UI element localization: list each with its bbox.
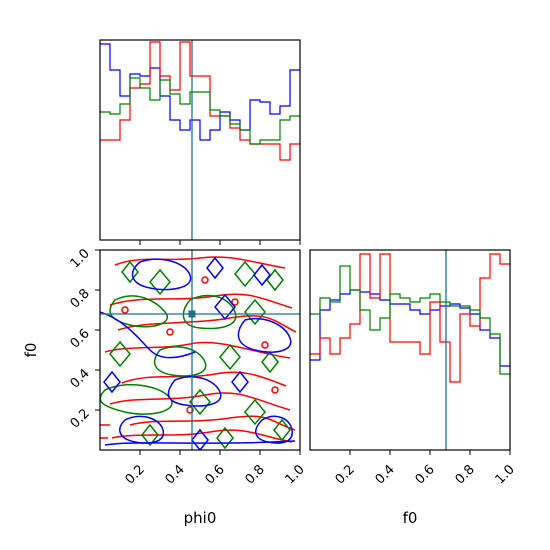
contour-frame xyxy=(99,249,301,451)
phi0-x-tick-label-2: 0.6 xyxy=(203,462,228,487)
phi0-x-tick-label-0: 0.2 xyxy=(123,462,148,487)
f0-y-tick-label-0: 0.2 xyxy=(68,406,93,431)
phi0-x-tick-label-4: 1.0 xyxy=(283,462,308,487)
green-contour-set xyxy=(100,260,291,450)
red-contour-set xyxy=(100,256,297,443)
f0-x-tick-label-3: 0.8 xyxy=(453,462,478,487)
f0-y-tick-label-1: 0.4 xyxy=(68,366,93,391)
f0-x-tick-label-1: 0.4 xyxy=(373,462,398,487)
f0-hist-series-1 xyxy=(310,253,510,383)
f0-x-tick-label-2: 0.6 xyxy=(413,462,438,487)
phi0-x-tick-label-3: 0.8 xyxy=(243,462,268,487)
f0-x-tick-label-0: 0.2 xyxy=(333,462,358,487)
f0-histogram-frame xyxy=(309,249,511,451)
f0-histogram-panel: 0.2 0.4 0.6 0.8 1.0 xyxy=(309,249,518,487)
phi0-x-tick-label-1: 0.4 xyxy=(163,462,188,487)
truth-marker xyxy=(188,310,196,318)
f0-y-tick-label-2: 0.6 xyxy=(68,326,93,351)
phi0-hist-series-0 xyxy=(100,43,300,141)
f0-x-tick-label-4: 1.0 xyxy=(493,462,518,487)
phi0-hist-series-2 xyxy=(100,77,300,145)
phi0-f0-contour-panel: 0.2 0.4 0.6 0.8 1.0 0.2 0.4 0.6 0.8 1.0 xyxy=(68,246,308,487)
f0-y-tick-label-3: 0.8 xyxy=(68,286,93,311)
f0-y-tick-label-4: 1.0 xyxy=(68,246,93,271)
f0-hist-series-0 xyxy=(310,289,510,367)
phi0-hist-series-1 xyxy=(100,41,300,161)
x-axis-label-phi0: phi0 xyxy=(184,509,217,527)
y-axis-label-f0: f0 xyxy=(22,343,40,358)
phi0-histogram-panel xyxy=(99,39,301,245)
x-axis-label-f0: f0 xyxy=(403,509,418,527)
phi0-histogram-frame xyxy=(99,39,301,241)
f0-hist-series-2 xyxy=(310,265,510,375)
blue-contour-set xyxy=(100,256,296,450)
